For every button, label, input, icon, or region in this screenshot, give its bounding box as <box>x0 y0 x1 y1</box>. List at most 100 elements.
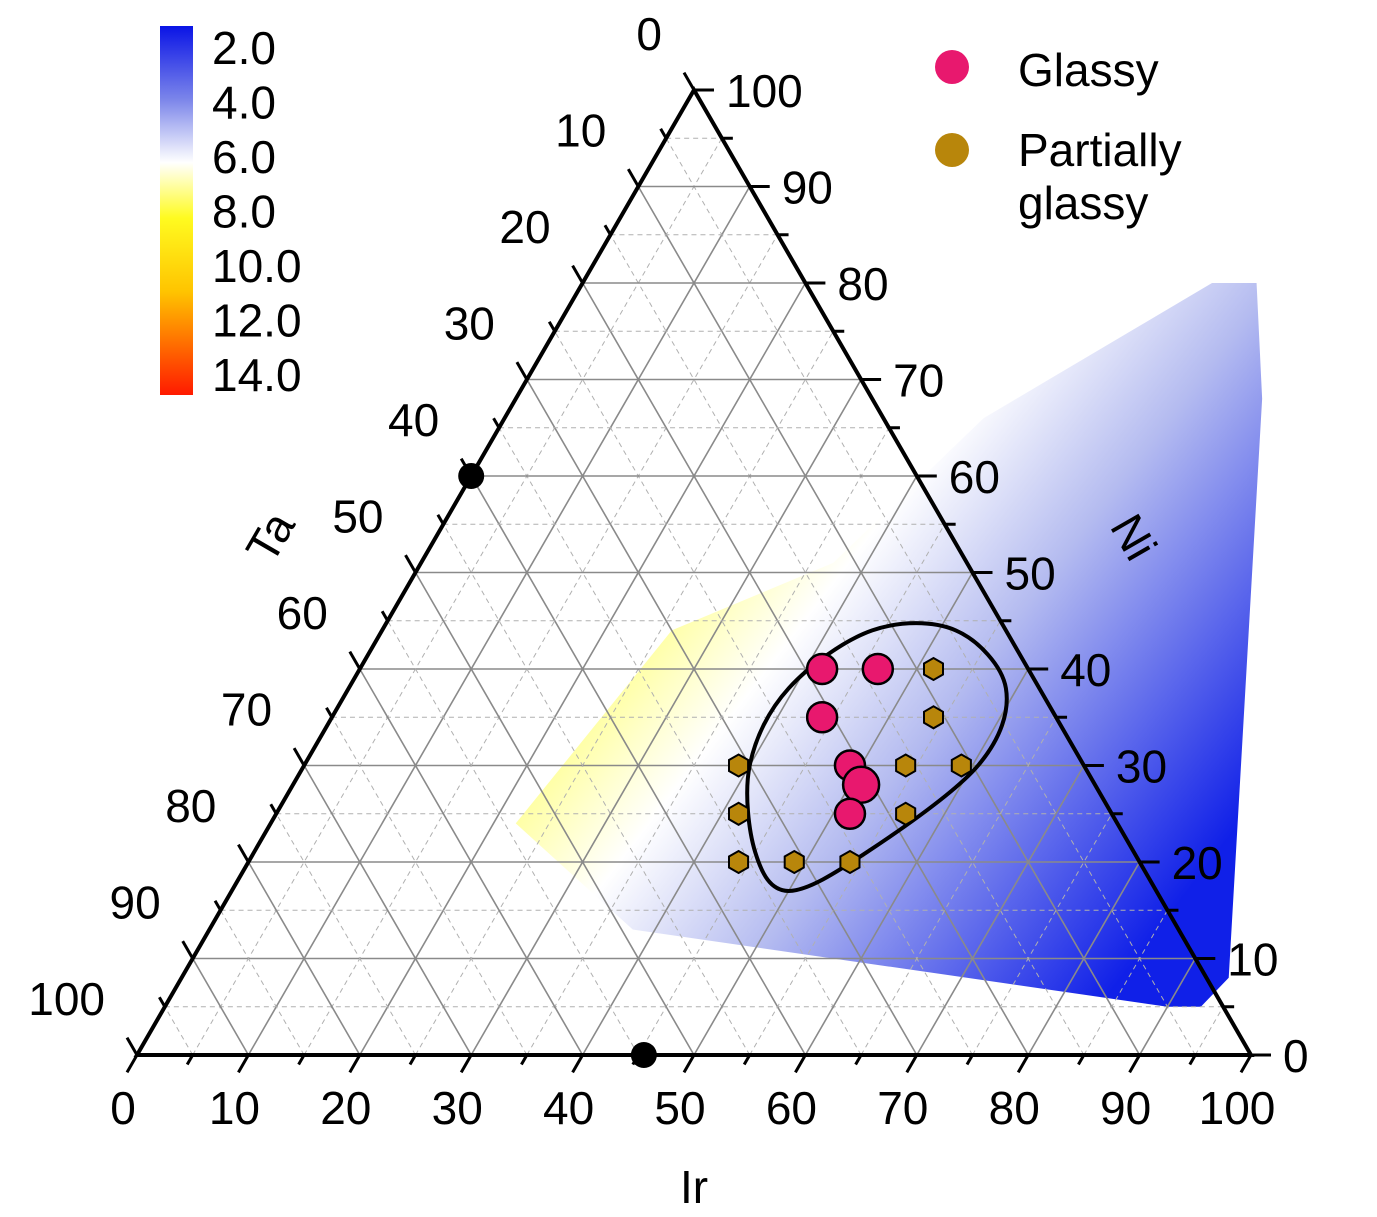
grid-line-ta <box>554 331 973 1056</box>
tick-mark-ta <box>380 610 389 622</box>
colorbar-label: 6.0 <box>212 131 276 183</box>
tick-mark-ta <box>181 940 194 960</box>
grid-line-ir <box>972 813 1113 1056</box>
tick-mark-ir <box>1188 1054 1197 1066</box>
tick-label-ni: 10 <box>1227 934 1278 986</box>
grid-line-ta <box>220 910 305 1056</box>
legend-marker-partially-glassy <box>935 133 969 167</box>
grid-line-ta <box>303 765 472 1056</box>
tick-mark-ir <box>1016 1054 1030 1074</box>
grid-line-ir <box>637 524 946 1056</box>
partially-glassy-point <box>839 849 861 875</box>
tick-label-ta: 0 <box>636 8 662 60</box>
tick-mark-ir <box>854 1054 863 1066</box>
colorbar-label: 8.0 <box>212 186 276 238</box>
tick-mark-ir <box>742 1054 751 1066</box>
glassy-point <box>805 652 839 686</box>
grid-line-ir <box>693 572 974 1056</box>
grid-line-ta <box>359 668 584 1056</box>
map-blue-zone <box>515 640 550 940</box>
grid-line-ir <box>1138 958 1196 1056</box>
glassy-point <box>841 765 881 805</box>
tick-label-ir: 70 <box>877 1082 928 1134</box>
colorbar-label: 2.0 <box>212 22 276 74</box>
tick-mark-ir <box>571 1054 584 1074</box>
tick-label-ir: 60 <box>766 1082 817 1134</box>
tick-mark-ir <box>297 1054 306 1066</box>
tick-label-ta: 90 <box>110 877 161 929</box>
tick-mark-ir <box>1077 1054 1086 1066</box>
tick-label-ni: 20 <box>1172 837 1223 889</box>
glassy-point <box>861 652 895 686</box>
legend: Glassy Partially glassy <box>935 44 1182 229</box>
tick-mark-ir <box>408 1054 417 1066</box>
tick-mark-ir <box>794 1054 807 1074</box>
tick-mark-ir <box>459 1054 473 1074</box>
tick-label-ir: 100 <box>1199 1082 1276 1134</box>
reference-point <box>630 1042 657 1068</box>
grid-line-ta <box>498 427 862 1056</box>
partially-glassy-point <box>895 753 917 778</box>
tick-label-ni: 70 <box>893 355 944 407</box>
partially-glassy-point <box>728 849 750 875</box>
partially-glassy-point <box>895 801 917 826</box>
tick-label-ni: 90 <box>782 162 833 214</box>
tick-label-ta: 100 <box>28 973 105 1025</box>
tick-label-ta: 20 <box>499 201 550 253</box>
tick-mark-ta <box>237 843 250 863</box>
tick-label-ta: 80 <box>165 780 216 832</box>
tick-mark-ta <box>571 264 584 284</box>
tick-mark-ta <box>682 71 696 91</box>
grid-line-ta <box>331 717 528 1056</box>
glassy-point <box>833 797 867 830</box>
partially-glassy-point <box>950 753 972 778</box>
axis-title-ir: Ir <box>680 1161 708 1213</box>
tick-mark-ta <box>213 899 222 912</box>
tick-mark-ir <box>965 1054 974 1066</box>
tick-labels: 0001010102020203030304040405050506060607… <box>28 8 1308 1134</box>
legend-marker-glassy <box>935 50 969 84</box>
grid-line-ir <box>916 765 1085 1056</box>
grid-lines <box>164 137 1224 1056</box>
glass-forming-boundary <box>745 621 1009 893</box>
grid-line-ir <box>526 427 890 1056</box>
map-orange-zone <box>515 380 800 780</box>
tick-mark-ir <box>1239 1054 1253 1074</box>
tick-label-ir: 30 <box>432 1082 483 1134</box>
tick-mark-ta <box>269 803 278 815</box>
tick-mark-ta <box>158 996 167 1008</box>
tick-mark-ir <box>185 1054 194 1066</box>
legend-label-partially-glassy: Partially glassy <box>1018 124 1182 229</box>
grid-line-ta <box>442 524 751 1056</box>
colorbar-label: 10.0 <box>212 240 302 292</box>
tick-label-ni: 40 <box>1060 644 1111 696</box>
axis-title-ta: Ta <box>235 503 305 571</box>
tick-mark-ta <box>292 747 306 767</box>
colorbar-label: 12.0 <box>212 295 302 347</box>
legend-label-glassy: Glassy <box>1018 44 1159 96</box>
tick-label-ir: 0 <box>110 1082 136 1134</box>
tick-mark-ta <box>627 168 640 188</box>
tick-label-ir: 40 <box>543 1082 594 1134</box>
tick-label-ir: 10 <box>209 1082 260 1134</box>
data-points <box>458 463 972 1068</box>
grid-line-ta <box>192 958 250 1056</box>
grid-line-ir <box>1083 910 1168 1056</box>
tick-mark-ir <box>905 1054 919 1074</box>
tick-label-ta: 40 <box>388 394 439 446</box>
grid-line-ir <box>1194 1006 1224 1056</box>
tick-mark-ta <box>325 706 334 719</box>
tick-mark-ta <box>436 513 445 526</box>
partially-glassy-point <box>728 753 750 778</box>
colorbar-label: 4.0 <box>212 77 276 129</box>
partially-glassy-point <box>923 656 944 682</box>
tick-mark-ir <box>682 1054 696 1074</box>
tick-mark-ir <box>520 1054 529 1066</box>
tick-label-ir: 20 <box>320 1082 371 1134</box>
tick-mark-ta <box>659 127 668 140</box>
grid-line-ir <box>860 717 1057 1056</box>
tick-mark-ta <box>492 417 501 429</box>
reference-point <box>458 463 485 489</box>
grid-line-ta <box>414 572 695 1056</box>
